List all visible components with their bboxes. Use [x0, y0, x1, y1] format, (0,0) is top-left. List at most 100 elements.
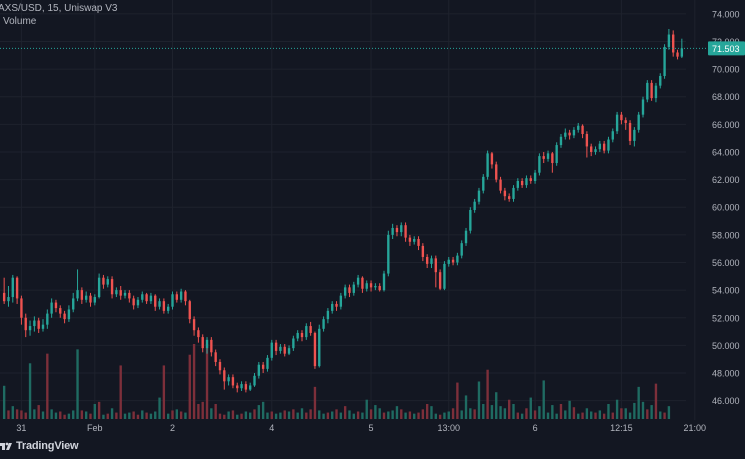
volume-bar	[417, 412, 420, 419]
candle-body	[516, 180, 520, 188]
volume-bar	[507, 399, 511, 419]
candle-body	[261, 364, 265, 369]
candle-body	[348, 287, 351, 293]
candle-body	[283, 346, 286, 354]
y-tick-label: 56.000	[712, 258, 740, 268]
tradingview-logo[interactable]: TradingView	[0, 440, 79, 452]
candle-body	[33, 320, 36, 327]
volume-bar	[240, 413, 243, 419]
volume-bar	[136, 414, 140, 419]
volume-bar	[425, 404, 429, 419]
volume-bar	[72, 410, 75, 419]
candle-body	[110, 279, 114, 295]
volume-bar	[460, 410, 463, 419]
volume-bar	[413, 413, 416, 419]
volume-bar	[520, 413, 524, 419]
volume-bar	[253, 409, 256, 419]
candle-body	[654, 85, 658, 99]
volume-bar	[20, 410, 23, 419]
volume-bar	[374, 405, 377, 419]
candle-body	[650, 82, 653, 99]
volume-bar	[184, 412, 187, 419]
candle-body	[495, 164, 498, 180]
volume-bar	[257, 405, 261, 419]
symbol-title[interactable]: AXS/USD, 15, Uniswap V3	[0, 3, 118, 14]
x-tick-label: 31	[16, 423, 26, 433]
volume-bar	[227, 411, 230, 419]
volume-bar	[464, 395, 468, 419]
volume-bar	[244, 411, 248, 419]
candle-body	[581, 125, 584, 135]
volume-bar	[594, 412, 597, 419]
volume-bar	[633, 402, 636, 419]
volume-bar	[361, 412, 364, 419]
y-tick-label: 48.000	[712, 369, 740, 379]
volume-bar	[322, 413, 325, 419]
candle-body	[2, 292, 6, 302]
volume-bar	[369, 409, 373, 419]
candle-body	[15, 277, 19, 299]
x-tick-label: 2	[170, 423, 175, 433]
candle-body	[628, 122, 632, 141]
volume-bar	[80, 410, 84, 419]
volume-bar	[542, 380, 545, 419]
candle-body	[162, 301, 166, 311]
candle-body	[680, 48, 684, 57]
volume-bar	[296, 412, 299, 419]
volume-bar	[179, 411, 183, 419]
candle-body	[287, 348, 291, 354]
volume-bar	[585, 408, 589, 419]
candle-body	[11, 277, 14, 298]
y-tick-label: 54.000	[712, 286, 740, 296]
candle-body	[257, 364, 261, 376]
volume-bar	[188, 354, 191, 419]
candle-body	[637, 114, 640, 130]
y-tick-label: 74.000	[712, 9, 740, 19]
volume-bar	[2, 385, 6, 419]
volume-label[interactable]: Volume	[3, 16, 37, 27]
candle-body	[503, 190, 507, 197]
candle-body	[192, 319, 196, 331]
candle-body	[270, 342, 273, 358]
candle-body	[97, 277, 101, 298]
volume-bar	[166, 413, 170, 419]
volume-bar	[218, 413, 222, 419]
candle-body	[417, 239, 420, 246]
volume-bar	[11, 406, 14, 419]
volume-bar	[477, 381, 481, 419]
volume-bar	[287, 411, 291, 419]
volume-bar	[261, 401, 265, 419]
volume-bar	[305, 412, 308, 419]
volume-bar	[382, 412, 386, 419]
volume-bar	[516, 412, 520, 419]
volume-bar	[249, 412, 252, 419]
volume-bar	[24, 412, 27, 419]
volume-bar	[348, 410, 351, 419]
candle-body	[335, 303, 338, 307]
candle-body	[305, 326, 308, 338]
candle-body	[434, 258, 437, 273]
candle-body	[266, 357, 269, 369]
candle-body	[486, 153, 489, 177]
candle-body	[67, 309, 71, 320]
candle-body	[615, 114, 619, 132]
volume-bar	[529, 397, 532, 419]
volume-bar	[482, 404, 485, 419]
volume-bar	[430, 406, 433, 419]
volume-bar	[538, 406, 541, 419]
volume-bar	[499, 406, 502, 419]
x-tick-label: 4	[269, 423, 274, 433]
volume-bar	[438, 414, 442, 419]
candle-body	[171, 294, 174, 307]
x-tick-label: 13:00	[437, 423, 460, 433]
candle-body	[205, 339, 209, 349]
volume-bar	[132, 411, 135, 419]
volume-bar	[400, 409, 403, 419]
volume-bar	[581, 412, 584, 419]
volume-bar	[356, 411, 360, 419]
volume-bar	[391, 410, 394, 419]
volume-bar	[654, 383, 658, 419]
candle-body	[339, 295, 343, 307]
